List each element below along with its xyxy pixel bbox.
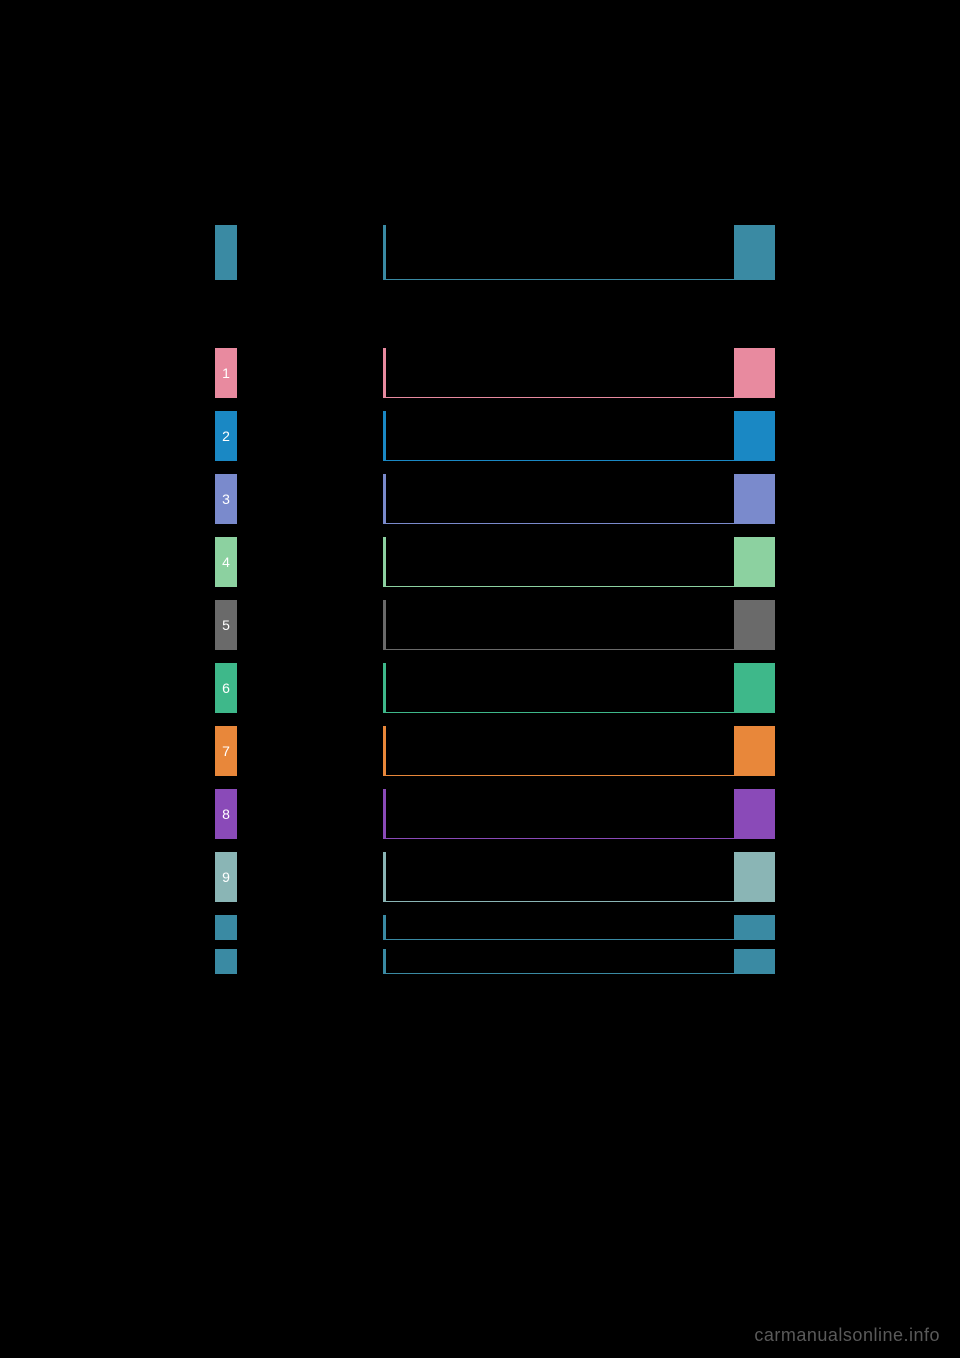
toc-right-block [734,474,775,524]
toc-row: 9 [215,852,775,902]
chapter-number: 2 [222,428,230,444]
chapter-tab[interactable]: 8 [215,789,237,839]
chapter-tab[interactable] [215,915,237,940]
toc-row: 7 [215,726,775,776]
toc-title-area[interactable] [383,663,734,713]
toc-right-block [734,915,775,940]
toc-gap [237,789,383,839]
toc-right-block [734,411,775,461]
toc-left-accent [383,663,386,712]
chapter-number: 8 [222,806,230,822]
toc-left-accent [383,348,386,397]
chapter-number: 9 [222,869,230,885]
toc-left-accent [383,225,386,279]
toc-gap [237,852,383,902]
toc-left-accent [383,915,386,939]
toc-container: 1 2 3 4 5 6 7 8 9 [215,225,775,987]
toc-title-area[interactable] [383,537,734,587]
toc-row [215,915,775,940]
toc-row: 2 [215,411,775,461]
toc-title-area[interactable] [383,915,734,940]
toc-left-accent [383,537,386,586]
toc-row: 4 [215,537,775,587]
chapter-tab[interactable]: 6 [215,663,237,713]
chapter-number: 6 [222,680,230,696]
toc-title-area[interactable] [383,789,734,839]
chapter-number: 5 [222,617,230,633]
chapter-tab[interactable]: 9 [215,852,237,902]
toc-gap [237,225,383,280]
toc-right-block [734,663,775,713]
toc-left-accent [383,600,386,649]
toc-right-block [734,852,775,902]
toc-right-block [734,949,775,974]
toc-right-block [734,600,775,650]
chapter-number: 3 [222,491,230,507]
toc-gap [237,537,383,587]
chapter-tab[interactable] [215,949,237,974]
toc-gap [237,474,383,524]
chapter-number: 7 [222,743,230,759]
chapter-tab[interactable]: 7 [215,726,237,776]
toc-gap [237,949,383,974]
toc-right-block [734,225,775,280]
toc-title-area[interactable] [383,474,734,524]
chapter-tab[interactable]: 1 [215,348,237,398]
toc-gap [237,411,383,461]
toc-gap [237,663,383,713]
toc-title-area[interactable] [383,225,734,280]
toc-title-area[interactable] [383,852,734,902]
toc-row: 8 [215,789,775,839]
watermark-text: carmanualsonline.info [754,1325,940,1346]
chapter-tab[interactable] [215,225,237,280]
chapter-tab[interactable]: 4 [215,537,237,587]
toc-right-block [734,348,775,398]
toc-right-block [734,537,775,587]
toc-gap [237,726,383,776]
toc-left-accent [383,789,386,838]
toc-gap [237,600,383,650]
toc-right-block [734,789,775,839]
chapter-tab[interactable]: 2 [215,411,237,461]
toc-gap [237,915,383,940]
toc-gap [237,348,383,398]
toc-row [215,949,775,974]
chapter-tab[interactable]: 3 [215,474,237,524]
toc-row: 5 [215,600,775,650]
toc-left-accent [383,852,386,901]
toc-title-area[interactable] [383,600,734,650]
chapter-tab[interactable]: 5 [215,600,237,650]
toc-row [215,225,775,280]
toc-title-area[interactable] [383,411,734,461]
toc-row: 3 [215,474,775,524]
toc-left-accent [383,411,386,460]
toc-row: 1 [215,348,775,398]
toc-right-block [734,726,775,776]
chapter-number: 4 [222,554,230,570]
toc-row: 6 [215,663,775,713]
chapter-number: 1 [222,365,230,381]
toc-title-area[interactable] [383,348,734,398]
toc-left-accent [383,474,386,523]
toc-left-accent [383,726,386,775]
toc-title-area[interactable] [383,726,734,776]
toc-left-accent [383,949,386,973]
toc-title-area[interactable] [383,949,734,974]
